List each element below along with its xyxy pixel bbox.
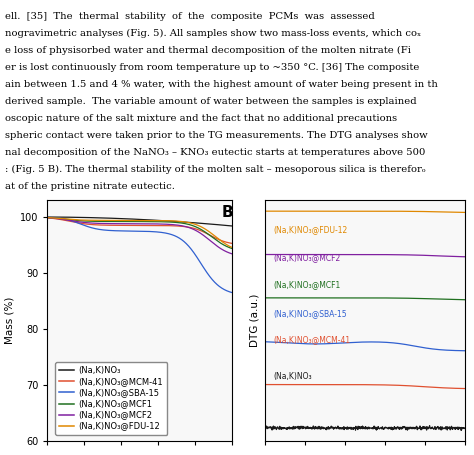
Text: at of the pristine nitrate eutectic.: at of the pristine nitrate eutectic. [5, 182, 174, 191]
Text: (Na,K)NO₃: (Na,K)NO₃ [273, 372, 312, 381]
Text: (Na,K)NO₃@MCF1: (Na,K)NO₃@MCF1 [273, 280, 341, 289]
Text: nogravimetric analyses (Fig. 5). All samples show two mass-loss events, which co: nogravimetric analyses (Fig. 5). All sam… [5, 29, 421, 38]
Text: (Na,K)NO₃@MCM-41: (Na,K)NO₃@MCM-41 [273, 336, 351, 344]
Text: spheric contact were taken prior to the TG measurements. The DTG analyses show: spheric contact were taken prior to the … [5, 131, 428, 140]
Text: oscopic nature of the salt mixture and the fact that no additional precautions: oscopic nature of the salt mixture and t… [5, 114, 397, 123]
Text: B: B [222, 205, 233, 220]
Text: ain between 1.5 and 4 % water, with the highest amount of water being present in: ain between 1.5 and 4 % water, with the … [5, 80, 438, 89]
Text: (Na,K)NO₃@SBA-15: (Na,K)NO₃@SBA-15 [273, 309, 347, 318]
Text: (Na,K)NO₃@MCF2: (Na,K)NO₃@MCF2 [273, 253, 341, 263]
Text: (Na,K)NO₃@FDU-12: (Na,K)NO₃@FDU-12 [273, 225, 347, 233]
Text: er is lost continuously from room temperature up to ~350 °C. [36] The composite: er is lost continuously from room temper… [5, 63, 419, 72]
Text: nal decomposition of the NaNO₃ – KNO₃ eutectic starts at temperatures above 500: nal decomposition of the NaNO₃ – KNO₃ eu… [5, 148, 425, 157]
Text: derived sample.  The variable amount of water between the samples is explained: derived sample. The variable amount of w… [5, 97, 416, 106]
Text: ell.  [35]  The  thermal  stability  of  the  composite  PCMs  was  assessed: ell. [35] The thermal stability of the c… [5, 12, 374, 21]
Y-axis label: Mass (%): Mass (%) [4, 297, 14, 344]
Text: e loss of physisorbed water and thermal decomposition of the molten nitrate (Fi: e loss of physisorbed water and thermal … [5, 46, 411, 55]
Y-axis label: DTG (a.u.): DTG (a.u.) [250, 294, 260, 348]
Text: : (Fig. 5 B). The thermal stability of the molten salt – mesoporous silica is th: : (Fig. 5 B). The thermal stability of t… [5, 165, 425, 174]
Legend: (Na,K)NO₃, (Na,K)NO₃@MCM-41, (Na,K)NO₃@SBA-15, (Na,K)NO₃@MCF1, (Na,K)NO₃@MCF2, (: (Na,K)NO₃, (Na,K)NO₃@MCM-41, (Na,K)NO₃@S… [55, 362, 167, 435]
